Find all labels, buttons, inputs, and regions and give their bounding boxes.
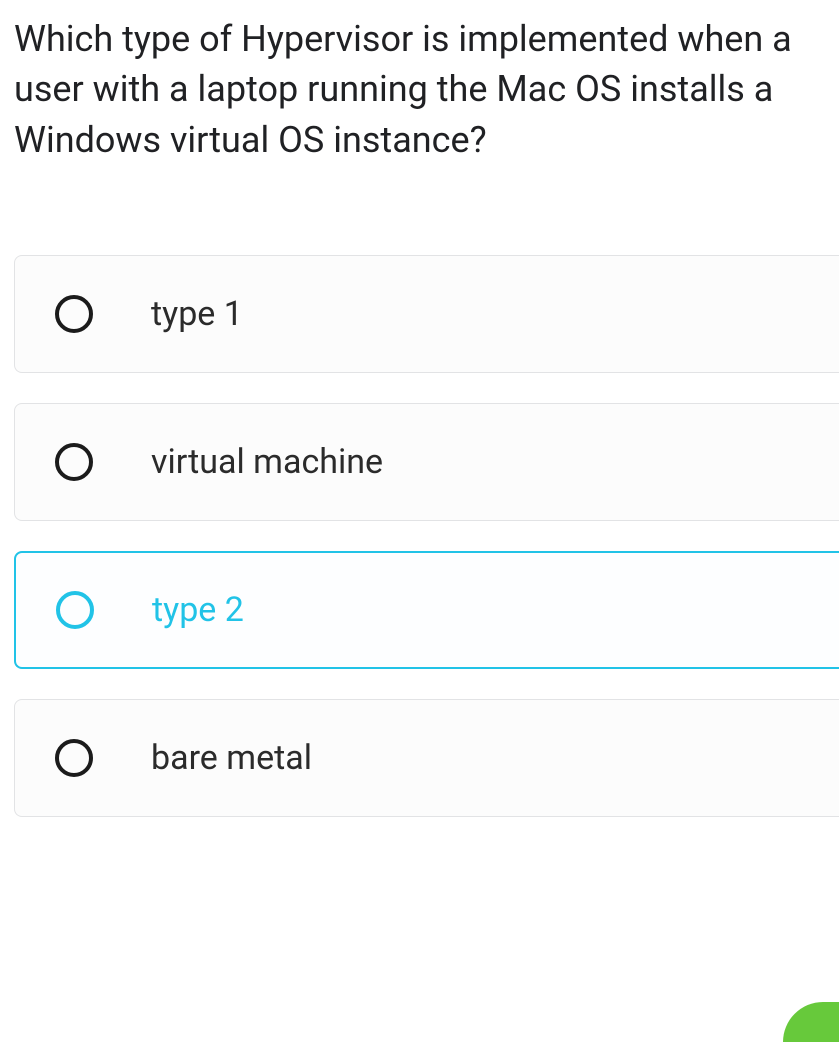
radio-icon	[56, 591, 94, 629]
option-label: type 2	[152, 590, 244, 630]
option-label: type 1	[151, 294, 243, 334]
option-type-1[interactable]: type 1	[14, 255, 839, 373]
option-bare-metal[interactable]: bare metal	[14, 699, 839, 817]
quiz-container: Which type of Hypervisor is implemented …	[0, 0, 839, 817]
option-virtual-machine[interactable]: virtual machine	[14, 403, 839, 521]
next-button[interactable]	[783, 1002, 839, 1042]
options-list: type 1 virtual machine type 2 bare metal	[14, 255, 839, 817]
option-label: bare metal	[151, 738, 312, 778]
option-type-2[interactable]: type 2	[14, 551, 839, 669]
question-text: Which type of Hypervisor is implemented …	[14, 14, 839, 165]
radio-icon	[55, 739, 93, 777]
option-label: virtual machine	[151, 442, 383, 482]
radio-icon	[55, 443, 93, 481]
radio-icon	[55, 295, 93, 333]
